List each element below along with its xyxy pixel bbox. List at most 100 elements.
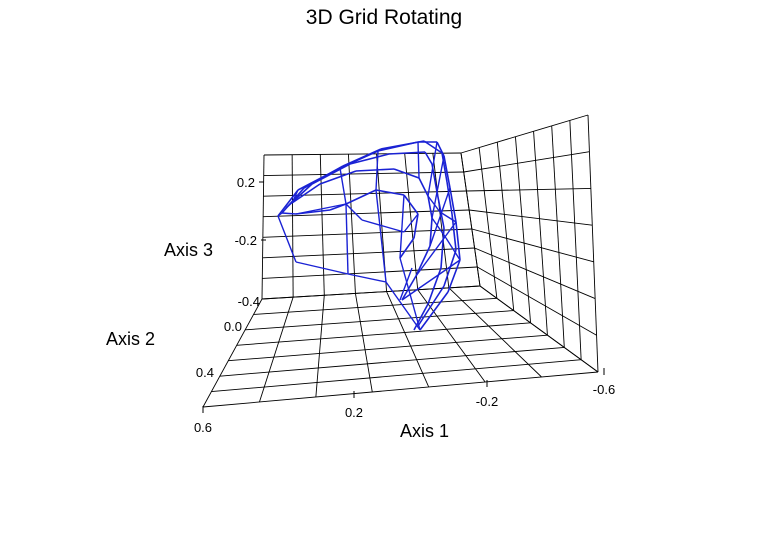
wireframe-edge bbox=[345, 203, 363, 221]
wireframe-edge bbox=[339, 167, 347, 205]
wireframe-edge bbox=[355, 168, 395, 172]
wireframe-edge bbox=[417, 141, 420, 179]
chart-title: 3D Grid Rotating bbox=[305, 6, 463, 29]
axis-2-label: Axis 2 bbox=[106, 329, 156, 349]
wireframe-edge bbox=[431, 217, 447, 239]
back-wall-gridline bbox=[261, 285, 481, 300]
wireframe-edge bbox=[361, 219, 405, 233]
wireframe-edge bbox=[439, 211, 457, 223]
wireframe-edge bbox=[427, 195, 433, 219]
floor-gridline bbox=[253, 297, 497, 315]
wireframe-edge bbox=[375, 189, 405, 196]
floor-gridline bbox=[259, 297, 294, 403]
floor-gridline bbox=[354, 293, 373, 393]
floor-gridline bbox=[211, 359, 582, 393]
wireframe-edge bbox=[418, 177, 429, 197]
wireframe-edge bbox=[447, 259, 461, 293]
wireframe-edge bbox=[429, 187, 451, 247]
wireframe-edge bbox=[388, 151, 426, 155]
wireframe-edge bbox=[277, 212, 283, 217]
wireframe-edge bbox=[380, 140, 425, 150]
wireframe-edge bbox=[401, 259, 461, 301]
wireframe-edge bbox=[436, 191, 445, 229]
floor-gridline bbox=[236, 322, 531, 346]
floor-gridline bbox=[228, 334, 548, 362]
wireframe-edge bbox=[431, 155, 445, 219]
right-wall-gridline bbox=[478, 147, 498, 299]
right-wall-gridline bbox=[471, 228, 594, 263]
wireframe-edge bbox=[424, 151, 433, 165]
back-wall-gridline bbox=[432, 153, 450, 288]
right-wall-gridline bbox=[479, 285, 599, 373]
right-wall-gridline bbox=[474, 247, 596, 299]
wireframe-edge bbox=[385, 281, 421, 331]
back-wall-gridline bbox=[263, 209, 470, 218]
wireframe-edge bbox=[349, 153, 390, 165]
right-wall-gridline bbox=[466, 187, 591, 192]
wireframe-edge bbox=[415, 221, 457, 277]
wireframe-edge bbox=[291, 183, 321, 204]
back-wall-gridline bbox=[262, 247, 475, 259]
wireframe-edge bbox=[399, 237, 415, 259]
wireframe-edge bbox=[443, 155, 451, 189]
wireframe-edge bbox=[445, 237, 461, 261]
back-wall-gridline bbox=[460, 152, 481, 287]
axis-1-tick-label: 0.2 bbox=[345, 405, 363, 420]
wireframe-edge bbox=[291, 189, 299, 204]
floor-gridline bbox=[448, 287, 542, 378]
back-wall-gridline bbox=[319, 154, 325, 296]
wireframe-edge bbox=[413, 213, 419, 239]
back-wall-gridline bbox=[261, 154, 265, 300]
wireframe-edge bbox=[375, 150, 379, 191]
wireframe-edge bbox=[423, 140, 443, 154]
wireframe-edge bbox=[375, 189, 387, 283]
wireframe-edge bbox=[319, 170, 357, 185]
wireframe-edge bbox=[427, 267, 442, 305]
wireframe-edge bbox=[345, 189, 377, 205]
wireframe-edge bbox=[403, 194, 419, 215]
right-wall-gridline bbox=[463, 151, 590, 173]
floor-gridline bbox=[315, 295, 325, 398]
wireframe-edge bbox=[295, 261, 349, 275]
wireframe-edge bbox=[429, 217, 433, 247]
right-wall-gridline bbox=[460, 114, 589, 154]
wireframe-edge bbox=[393, 168, 420, 179]
wireframe-edge bbox=[277, 215, 297, 263]
wireframe-edge bbox=[415, 245, 431, 277]
floor-gridline bbox=[202, 298, 263, 408]
wireframe-edge bbox=[281, 212, 297, 215]
wireframe-edge bbox=[311, 163, 351, 185]
wireframe-edge bbox=[455, 221, 461, 261]
right-wall-gridline bbox=[533, 131, 548, 336]
axis-1-tick-label: -0.2 bbox=[476, 394, 498, 409]
wireframe-edge bbox=[345, 203, 349, 275]
back-wall-gridline bbox=[263, 171, 464, 177]
wireframe-edge bbox=[443, 249, 457, 287]
right-wall-gridline bbox=[477, 266, 597, 336]
wireframe-edge bbox=[342, 148, 382, 167]
wireframe-surface bbox=[277, 140, 461, 331]
back-wall-gridline bbox=[347, 154, 356, 294]
wireframe-edge bbox=[417, 285, 445, 327]
wireframe-edge bbox=[295, 203, 347, 215]
axis-3-tick-label: 0.2 bbox=[237, 175, 255, 190]
back-wall-gridline bbox=[262, 266, 478, 279]
back-wall-gridline bbox=[263, 152, 462, 156]
right-wall-gridline bbox=[551, 125, 565, 348]
axis-2-tick-label: -0.4 bbox=[238, 294, 260, 309]
chart-grid bbox=[202, 114, 599, 408]
wireframe-edge bbox=[277, 189, 299, 217]
wireframe-edge bbox=[285, 183, 313, 209]
back-wall-gridline bbox=[291, 154, 294, 298]
axis-2-tick-label: 0.0 bbox=[224, 319, 242, 334]
wireframe-edge bbox=[449, 187, 457, 223]
axis-3-label: Axis 3 bbox=[164, 240, 214, 260]
wireframe-edge bbox=[427, 141, 438, 197]
wireframe-edge bbox=[419, 291, 449, 331]
wireframe-edge bbox=[403, 213, 419, 233]
axis-1-tick-label: 0.6 bbox=[194, 420, 212, 435]
axis-3-tick-label: -0.2 bbox=[235, 233, 257, 248]
axis-2-tick-label: 0.4 bbox=[196, 365, 214, 380]
floor-gridline bbox=[202, 371, 599, 408]
